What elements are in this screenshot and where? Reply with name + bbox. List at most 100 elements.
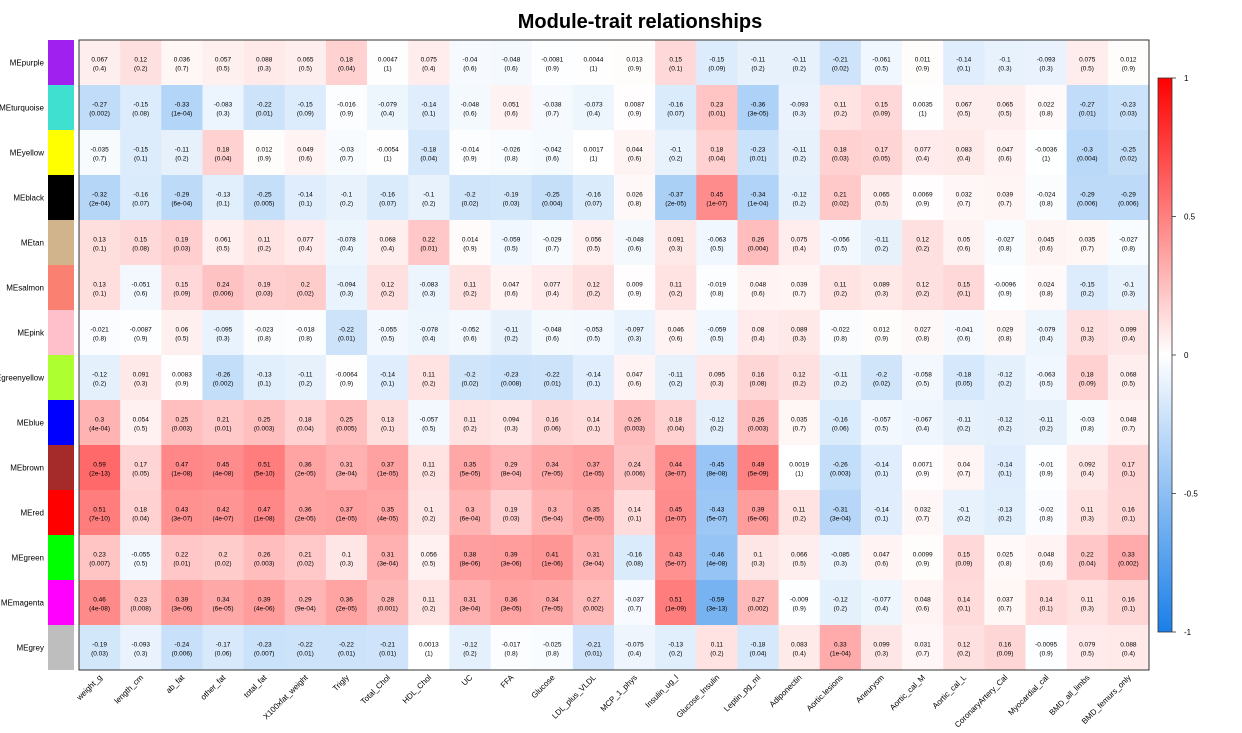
heatmap-cell (860, 130, 903, 176)
cell-correlation: 0.0071 (913, 462, 933, 469)
heatmap-cell (614, 40, 656, 86)
cell-pvalue: (0.5) (1081, 651, 1094, 658)
cell-correlation: -0.026 (502, 147, 521, 154)
cell-pvalue: (0.006) (624, 471, 645, 478)
cell-pvalue: (1) (384, 66, 392, 73)
cell-pvalue: (0.2) (793, 66, 806, 73)
cell-correlation: -0.057 (872, 417, 891, 424)
heatmap-cell (614, 625, 656, 671)
heatmap-cell (79, 400, 121, 446)
cell-correlation: 0.3 (465, 507, 474, 514)
row-label: MEblack (13, 194, 45, 203)
cell-pvalue: (0.3) (1081, 336, 1094, 343)
legend-tick-label: 0.5 (1184, 213, 1196, 222)
cell-pvalue: (6e-04) (171, 201, 192, 208)
cell-correlation: 0.18 (340, 57, 353, 64)
heatmap-cell (860, 220, 903, 266)
cell-correlation: 0.11 (711, 642, 724, 649)
cell-pvalue: (0.5) (710, 336, 723, 343)
cell-pvalue: (0.006) (1118, 201, 1139, 208)
row-label: MEred (20, 509, 44, 518)
heatmap-cell (943, 175, 985, 221)
cell-correlation: -0.048 (461, 102, 480, 109)
heatmap-cell (1025, 535, 1067, 581)
cell-pvalue: (0.6) (669, 336, 682, 343)
cell-pvalue: (0.5) (875, 66, 888, 73)
heatmap-cell (284, 400, 327, 446)
heatmap-cell (902, 445, 944, 491)
cell-pvalue: (0.8) (504, 156, 517, 163)
heatmap-cell (284, 490, 327, 536)
cell-pvalue: (1e-08) (171, 471, 192, 478)
heatmap-cell (367, 220, 409, 266)
module-color-swatch (48, 625, 74, 670)
cell-pvalue: (0.5) (587, 336, 600, 343)
module-color-swatch (48, 535, 74, 580)
heatmap-cell (860, 445, 903, 491)
module-color-swatch (48, 265, 74, 310)
cell-pvalue: (0.4) (628, 651, 641, 658)
heatmap-cell (572, 580, 615, 626)
cell-pvalue: (0.6) (916, 606, 929, 613)
module-color-bars (48, 40, 74, 670)
heatmap-cell (449, 445, 491, 491)
cell-correlation: -0.061 (872, 57, 891, 64)
cell-correlation: 0.39 (258, 597, 271, 604)
cell-pvalue: (0.9) (628, 291, 641, 298)
heatmap-cell (655, 130, 697, 176)
cell-correlation: -0.035 (90, 147, 109, 154)
heatmap-cell (243, 265, 286, 311)
cell-pvalue: (0.2) (834, 606, 847, 613)
cell-pvalue: (0.6) (463, 111, 476, 118)
cell-correlation: -0.014 (461, 147, 480, 154)
heatmap-cell (284, 625, 327, 671)
cell-pvalue: (0.3) (875, 651, 888, 658)
cell-correlation: 0.065 (873, 192, 890, 199)
cell-pvalue: (0.01) (297, 651, 314, 658)
cell-pvalue: (0.006) (213, 291, 234, 298)
cell-pvalue: (0.6) (504, 66, 517, 73)
cell-pvalue: (0.3) (340, 561, 353, 568)
heatmap-cell (984, 220, 1026, 266)
column-label: Insulin_ug_l (644, 673, 681, 710)
cell-correlation: 0.21 (217, 417, 230, 424)
cell-pvalue: (0.6) (628, 381, 641, 388)
heatmap-cell (243, 535, 286, 581)
cell-correlation: -0.025 (543, 642, 562, 649)
cell-pvalue: (0.6) (546, 336, 559, 343)
cell-pvalue: (1) (795, 471, 803, 478)
cell-correlation: 0.31 (381, 552, 394, 559)
heatmap-cell (984, 535, 1026, 581)
cell-pvalue: (0.8) (916, 336, 929, 343)
column-label: MCP_1_phys (599, 673, 639, 713)
cell-correlation: -0.22 (257, 102, 272, 109)
cell-pvalue: (0.006) (172, 651, 193, 658)
cell-correlation: -0.055 (378, 327, 397, 334)
cell-pvalue: (0.6) (957, 336, 970, 343)
cell-correlation: 0.31 (340, 462, 353, 469)
cell-correlation: 0.45 (217, 462, 230, 469)
heatmap-cell (614, 355, 656, 401)
cell-pvalue: (0.002) (213, 381, 234, 388)
heatmap-cell (202, 445, 244, 491)
heatmap-cell (572, 625, 615, 671)
cell-pvalue: (0.02) (832, 66, 849, 73)
cell-pvalue: (1e-05) (377, 471, 398, 478)
heatmap-cell (737, 625, 779, 671)
heatmap-cell (655, 175, 697, 221)
heatmap-cell (79, 85, 121, 131)
heatmap-cell (572, 220, 615, 266)
cell-pvalue: (0.3) (134, 651, 147, 658)
cell-pvalue: (0.2) (916, 291, 929, 298)
heatmap-cell (1107, 625, 1150, 671)
cell-pvalue: (0.2) (834, 381, 847, 388)
cell-correlation: 0.17 (134, 462, 147, 469)
cell-pvalue: (0.4) (340, 246, 353, 253)
heatmap-cell (490, 265, 532, 311)
heatmap-cell (161, 130, 203, 176)
cell-pvalue: (0.7) (998, 606, 1011, 613)
cell-pvalue: (0.1) (381, 381, 394, 388)
cell-correlation: 0.056 (421, 552, 438, 559)
row-label: MEblue (17, 419, 45, 428)
cell-correlation: 0.25 (176, 417, 189, 424)
